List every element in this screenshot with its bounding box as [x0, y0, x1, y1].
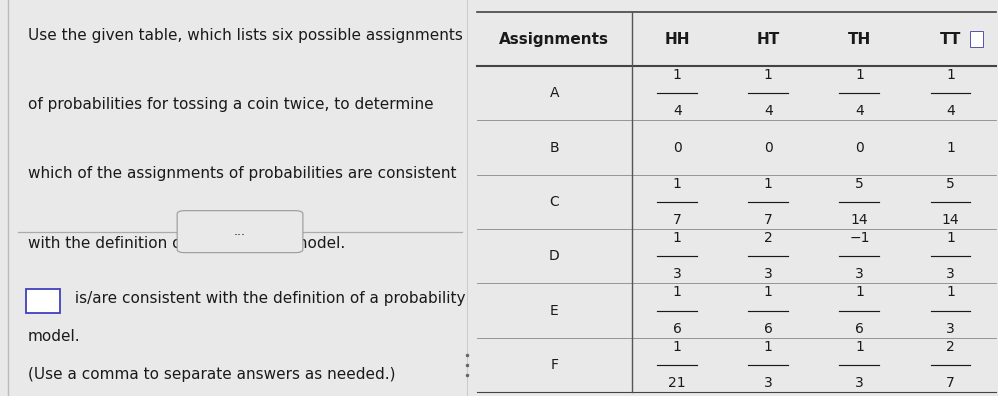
Text: 1: 1 — [855, 286, 864, 299]
FancyBboxPatch shape — [970, 31, 983, 47]
Text: Assignments: Assignments — [499, 32, 610, 47]
Text: 14: 14 — [850, 213, 868, 227]
Text: 1: 1 — [855, 68, 864, 82]
Text: with the definition of a probability model.: with the definition of a probability mod… — [28, 236, 345, 251]
Text: 7: 7 — [673, 213, 682, 227]
Text: 0: 0 — [673, 141, 682, 155]
Text: 3: 3 — [855, 376, 864, 390]
Text: A: A — [550, 86, 559, 100]
Text: ...: ... — [234, 225, 247, 238]
Text: HT: HT — [756, 32, 780, 47]
Text: 7: 7 — [763, 213, 772, 227]
Text: 5: 5 — [946, 177, 955, 191]
Text: 1: 1 — [946, 68, 955, 82]
Text: 1: 1 — [673, 286, 682, 299]
Text: is/are consistent with the definition of a probability: is/are consistent with the definition of… — [70, 291, 465, 307]
Text: 21: 21 — [669, 376, 686, 390]
Text: 1: 1 — [855, 340, 864, 354]
Text: 1: 1 — [763, 177, 772, 191]
Text: 1: 1 — [763, 68, 772, 82]
Text: 2: 2 — [946, 340, 955, 354]
Text: (Use a comma to separate answers as needed.): (Use a comma to separate answers as need… — [28, 367, 395, 382]
Text: 1: 1 — [763, 340, 772, 354]
Text: 4: 4 — [673, 105, 682, 118]
Text: 1: 1 — [673, 177, 682, 191]
Text: 1: 1 — [673, 231, 682, 245]
Text: 1: 1 — [946, 231, 955, 245]
Text: 3: 3 — [855, 267, 864, 281]
Text: 5: 5 — [855, 177, 864, 191]
Text: 6: 6 — [855, 322, 864, 336]
Text: 7: 7 — [946, 376, 955, 390]
Text: 14: 14 — [942, 213, 959, 227]
Text: 6: 6 — [673, 322, 682, 336]
Text: B: B — [550, 141, 559, 155]
Text: C: C — [550, 195, 559, 209]
Text: HH: HH — [665, 32, 690, 47]
Text: 2: 2 — [763, 231, 772, 245]
Text: 1: 1 — [763, 286, 772, 299]
Text: 1: 1 — [673, 68, 682, 82]
FancyBboxPatch shape — [26, 289, 60, 313]
Text: E: E — [550, 304, 559, 318]
FancyBboxPatch shape — [178, 211, 302, 253]
Text: 1: 1 — [946, 141, 955, 155]
Text: of probabilities for tossing a coin twice, to determine: of probabilities for tossing a coin twic… — [28, 97, 433, 112]
Text: 4: 4 — [855, 105, 864, 118]
Text: −1: −1 — [849, 231, 869, 245]
Text: model.: model. — [28, 329, 81, 344]
Text: which of the assignments of probabilities are consistent: which of the assignments of probabilitie… — [28, 166, 456, 181]
Text: 3: 3 — [673, 267, 682, 281]
Text: 3: 3 — [763, 376, 772, 390]
Text: TH: TH — [847, 32, 871, 47]
Text: TT: TT — [940, 32, 961, 47]
Text: 0: 0 — [855, 141, 864, 155]
Text: 1: 1 — [673, 340, 682, 354]
Text: Use the given table, which lists six possible assignments: Use the given table, which lists six pos… — [28, 28, 463, 43]
Text: 0: 0 — [763, 141, 772, 155]
Text: 3: 3 — [946, 267, 955, 281]
Text: 3: 3 — [946, 322, 955, 336]
Text: 6: 6 — [763, 322, 772, 336]
Text: 4: 4 — [946, 105, 955, 118]
Text: F: F — [550, 358, 559, 372]
Text: 4: 4 — [763, 105, 772, 118]
Text: 3: 3 — [763, 267, 772, 281]
Text: D: D — [549, 249, 560, 263]
Text: 1: 1 — [946, 286, 955, 299]
